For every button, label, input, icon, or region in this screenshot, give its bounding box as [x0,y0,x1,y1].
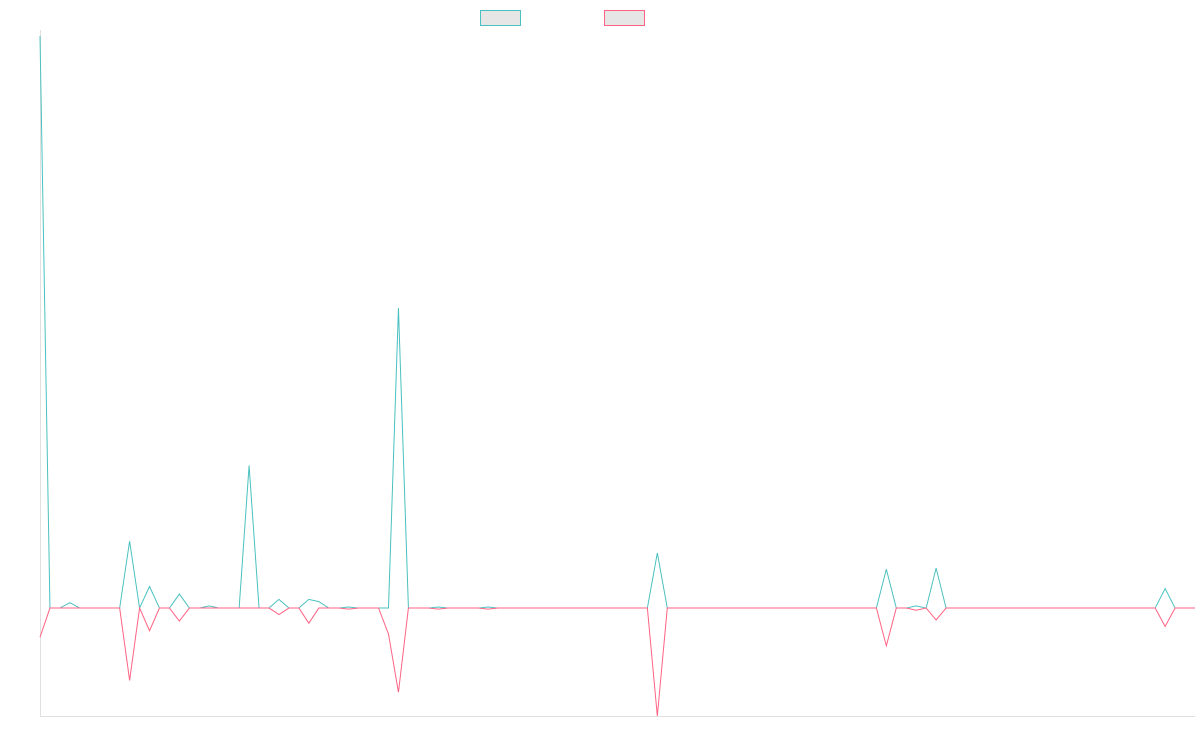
series-layer [39,35,1195,717]
series-line-1 [39,35,1195,610]
legend [480,10,645,26]
legend-swatch-2[interactable] [604,10,645,26]
legend-swatch-1[interactable] [480,10,521,26]
series-line-2 [39,606,1195,717]
